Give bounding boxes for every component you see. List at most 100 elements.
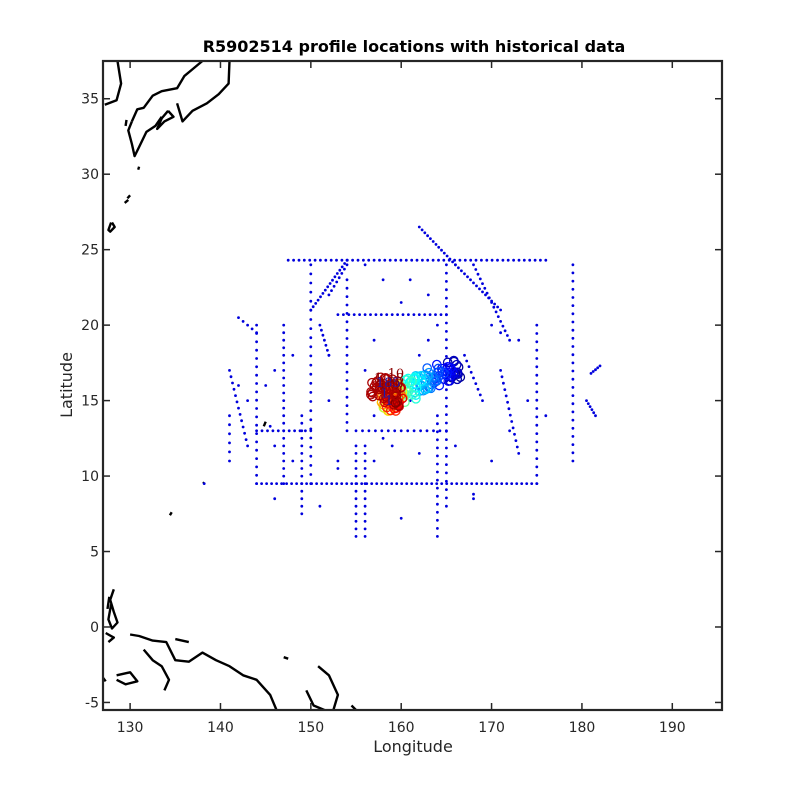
historical-profile-point (535, 398, 539, 402)
coastline-segment (106, 596, 111, 610)
historical-profile-point (324, 258, 328, 262)
historical-profile-point (445, 355, 448, 358)
historical-profile-point (314, 302, 318, 305)
historical-profile-point (503, 329, 507, 333)
historical-profile-point (273, 497, 277, 501)
historical-profile-point (388, 258, 392, 262)
historical-profile-point (345, 395, 349, 399)
historical-profile-point (439, 313, 443, 316)
historical-profile-point (363, 535, 367, 538)
historical-profile-point (481, 282, 484, 285)
historical-profile-point (282, 436, 286, 440)
float-profile-marker (390, 398, 401, 408)
historical-profile-point (363, 497, 367, 501)
plot-frame (101, 59, 724, 712)
historical-profile-point (228, 414, 231, 418)
historical-profile-point (499, 320, 502, 323)
historical-profile-point (309, 336, 313, 340)
historical-profile-point (474, 382, 478, 385)
historical-profile-point (338, 268, 342, 272)
historical-profile-point (571, 377, 575, 381)
historical-profile-point (340, 265, 344, 269)
historical-profile-point (243, 431, 247, 435)
historical-profile-point (354, 482, 358, 485)
historical-profile-point (400, 482, 404, 485)
historical-profile-point (420, 228, 424, 232)
y-tick-label: 20 (81, 318, 99, 334)
historical-profile-point (465, 359, 469, 363)
historical-profile-point (513, 432, 516, 436)
historical-profile-point (436, 454, 439, 458)
historical-profile-point (381, 278, 385, 282)
historical-profile-point (514, 439, 518, 442)
x-tick-label: 180 (569, 720, 596, 736)
historical-profile-point (250, 327, 254, 331)
historical-profile-point (571, 410, 575, 414)
historical-profile-point (535, 415, 539, 419)
historical-profile-point (503, 388, 507, 391)
historical-profile-point (480, 482, 484, 485)
historical-profile-point (448, 257, 452, 261)
historical-profile-point (454, 444, 457, 448)
historical-profile-point (438, 429, 442, 433)
historical-profile-point (300, 474, 304, 478)
historical-profile-point (229, 375, 233, 379)
historical-profile-point (316, 298, 320, 302)
historical-profile-point (476, 272, 480, 276)
historical-profile-point (571, 263, 575, 267)
historical-profile-point (535, 465, 539, 469)
historical-profile-point (481, 399, 484, 402)
historical-profile-point (287, 429, 291, 433)
historical-profile-point (525, 482, 529, 485)
historical-profile-point (309, 381, 313, 385)
historical-profile-point (571, 296, 575, 299)
historical-profile-point (378, 258, 381, 262)
historical-profile-point (475, 284, 478, 288)
historical-profile-point (282, 467, 286, 470)
profile-number-label: 10 (388, 367, 405, 382)
historical-profile-point (485, 482, 489, 485)
coastline-segment (107, 588, 119, 630)
historical-profile-point (436, 414, 439, 418)
historical-profile-point (282, 444, 286, 448)
historical-profile-point (295, 482, 298, 485)
historical-profile-point (501, 258, 505, 262)
historical-profile-point (399, 301, 403, 304)
historical-profile-point (313, 258, 317, 262)
profile-number-label: 100 (379, 378, 404, 393)
historical-profile-point (255, 323, 258, 327)
historical-profile-point (407, 313, 410, 316)
historical-profile-point (445, 446, 448, 450)
historical-profile-point (333, 275, 337, 279)
historical-profile-point (372, 258, 376, 262)
historical-profile-point (395, 482, 399, 485)
historical-profile-point (372, 459, 376, 463)
historical-profile-point (356, 258, 360, 262)
historical-profile-point (318, 504, 322, 508)
historical-profile-point (469, 278, 472, 282)
historical-profile-point (485, 258, 489, 262)
profile-number-label: 18 (388, 372, 405, 387)
float-profile-marker (407, 376, 417, 387)
historical-profile-point (544, 414, 548, 418)
historical-profile-point (591, 370, 595, 373)
historical-profile-point (300, 497, 304, 501)
historical-profile-point (406, 429, 410, 433)
historical-profile-point (309, 454, 313, 458)
historical-profile-point (315, 482, 318, 485)
historical-profile-point (499, 331, 502, 335)
historical-profile-point (309, 363, 313, 367)
historical-profile-point (320, 328, 323, 332)
historical-profile-point (492, 305, 496, 309)
historical-profile-point (436, 527, 439, 530)
historical-profile-point (436, 438, 439, 442)
historical-profile-point (571, 328, 575, 332)
historical-profile-point (255, 440, 258, 444)
coastline-segment (305, 689, 325, 710)
historical-profile-point (255, 357, 258, 360)
historical-profile-point (445, 330, 448, 333)
historical-profile-point (535, 440, 539, 444)
historical-profile-point (282, 331, 286, 335)
historical-profile-point (571, 443, 575, 446)
